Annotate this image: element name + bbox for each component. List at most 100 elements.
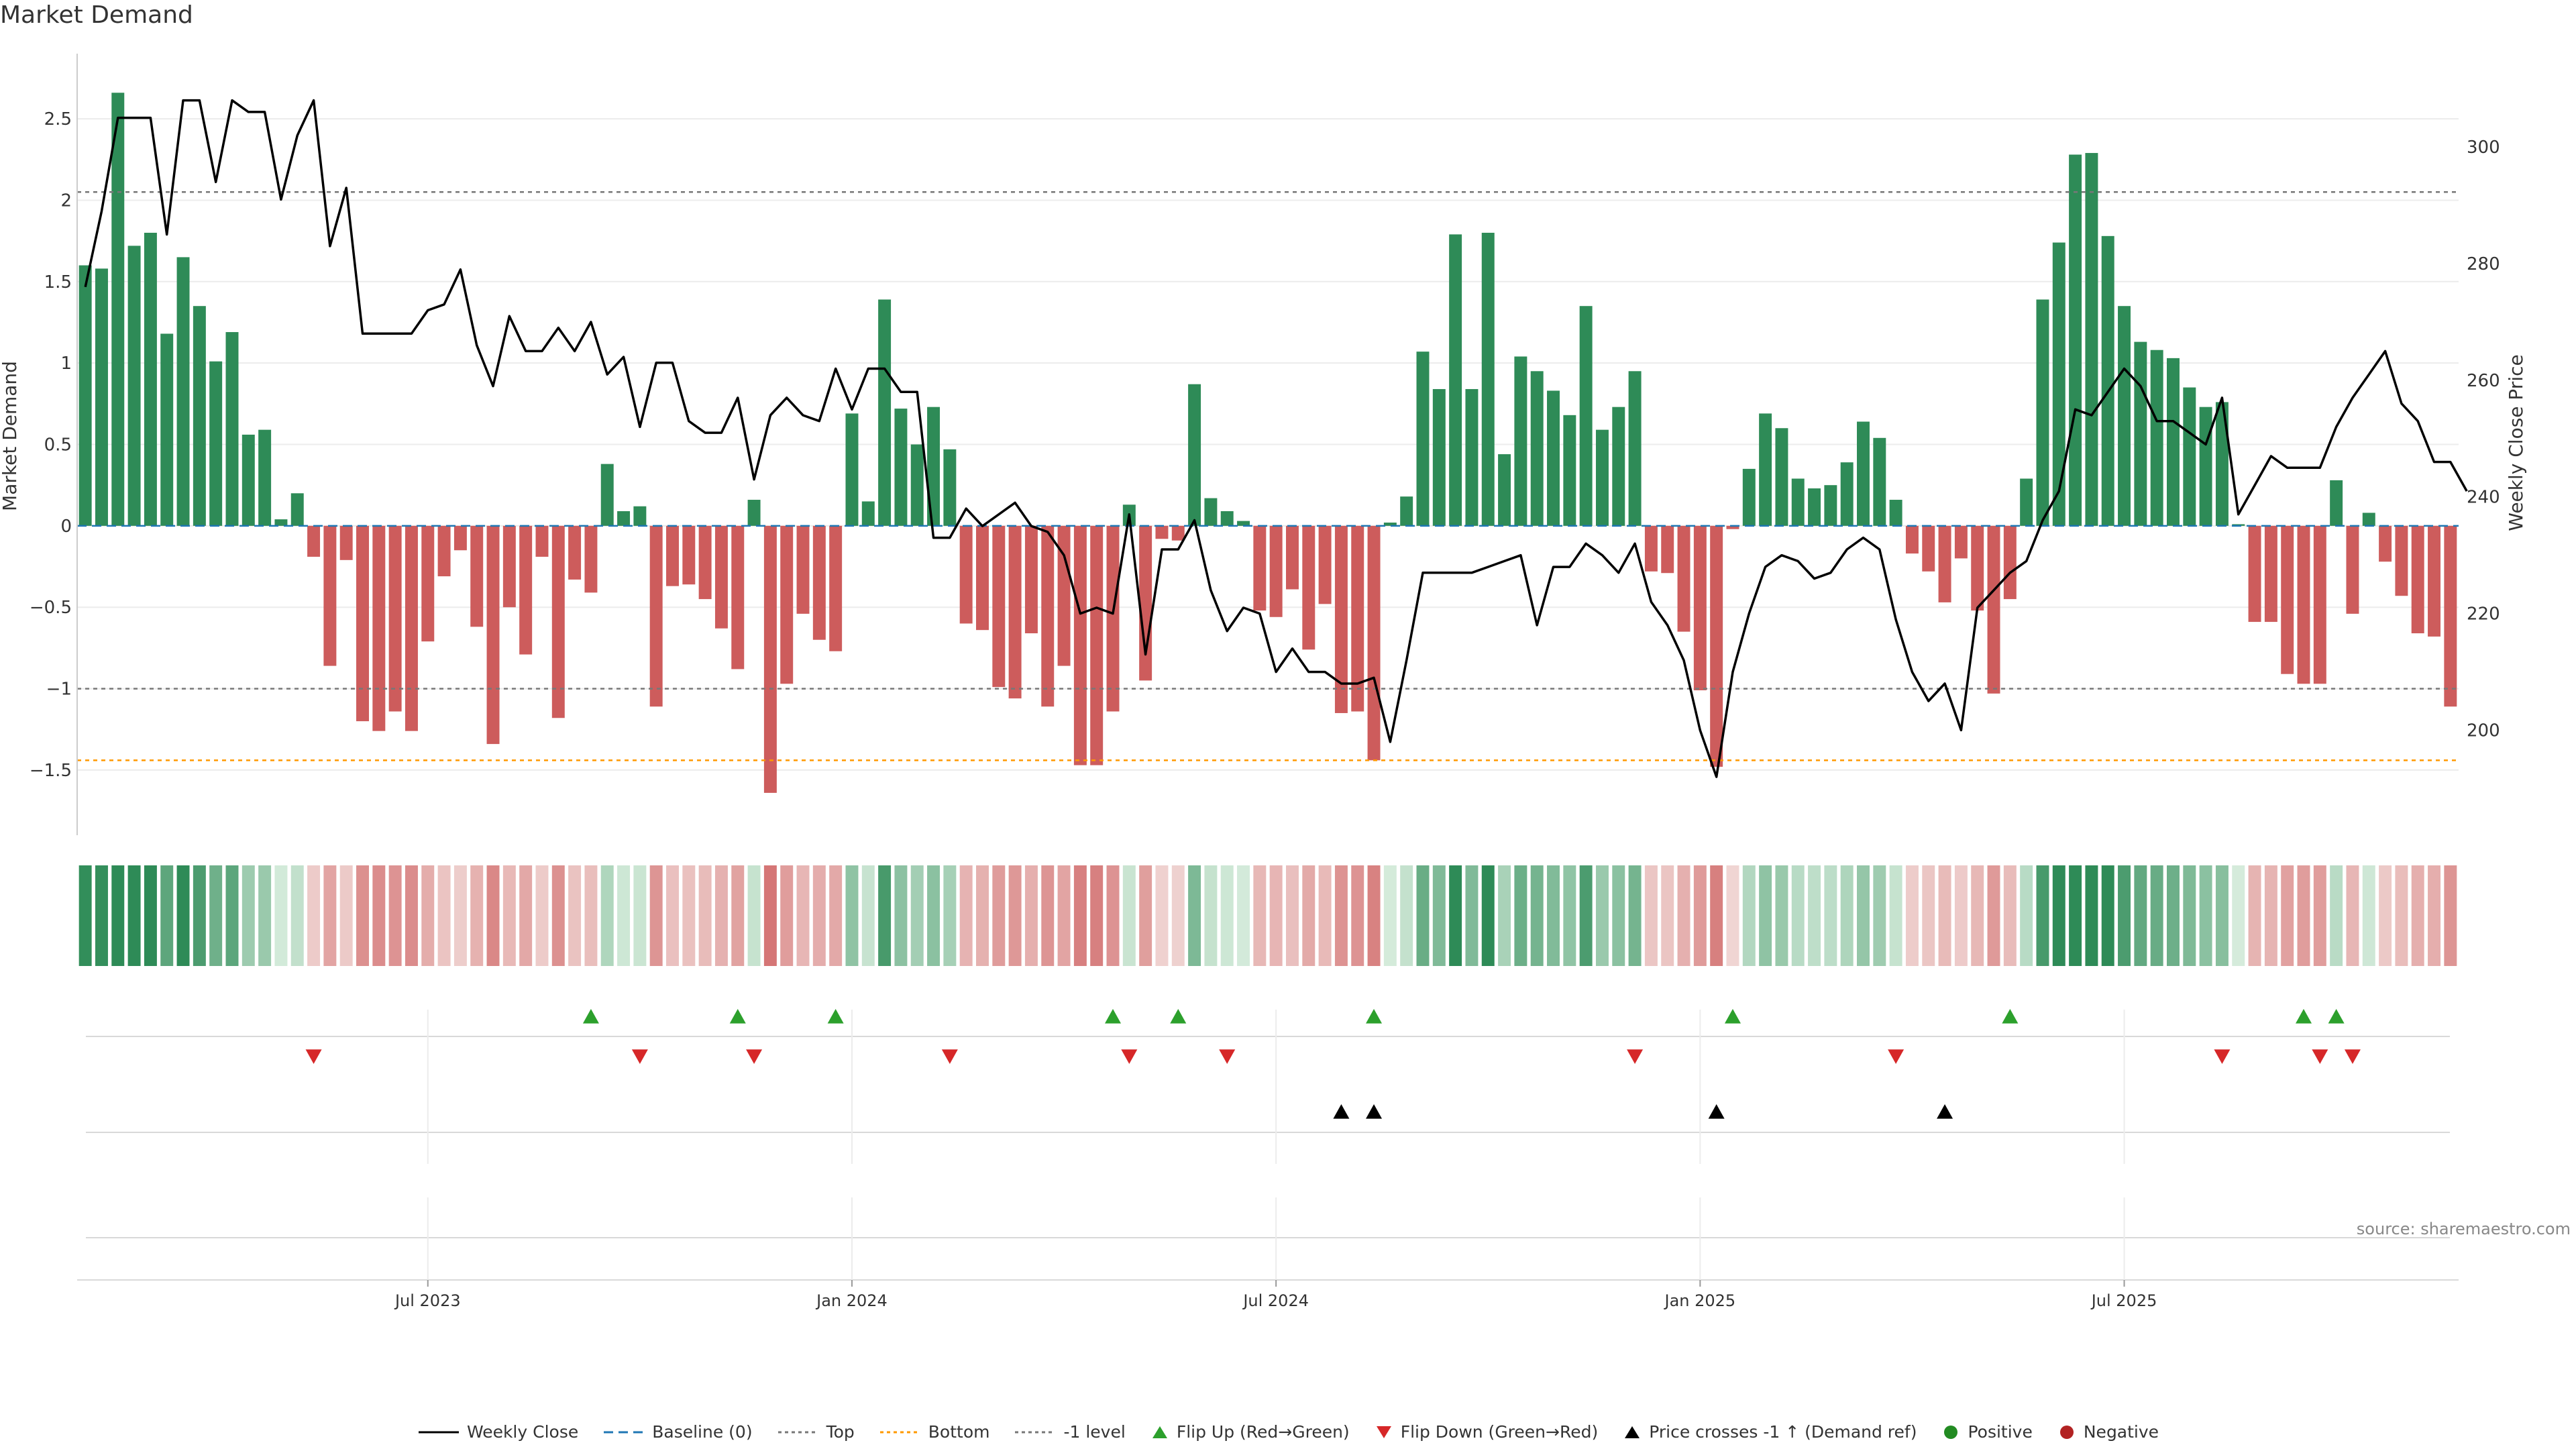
demand-bar-positive <box>209 361 223 526</box>
legend-item-negative: Negative <box>2057 1422 2159 1442</box>
heat-cell <box>1367 865 1381 966</box>
heat-cell <box>1432 865 1446 966</box>
demand-bar-positive <box>1791 478 1805 526</box>
demand-bar-negative <box>2297 525 2310 684</box>
demand-bar-negative <box>323 525 337 666</box>
legend-label: -1 level <box>1063 1422 1126 1442</box>
demand-bar-negative <box>1922 525 1935 572</box>
flip-up-marker <box>1724 1009 1741 1024</box>
demand-bar-negative <box>1954 525 1968 559</box>
heat-cell <box>1253 865 1267 966</box>
demand-bar-positive <box>1579 306 1593 526</box>
demand-bar-negative <box>780 525 794 684</box>
y2-axis-label: Weekly Close Price <box>2505 354 2527 531</box>
demand-bar-positive <box>1481 232 1495 526</box>
heat-cell <box>372 865 386 966</box>
y-tick-label: −0.5 <box>30 598 72 618</box>
demand-bar-positive <box>2215 402 2229 526</box>
demand-bar-negative <box>1710 525 1723 767</box>
y-tick-label: 0.5 <box>44 435 72 455</box>
heat-cell <box>2264 865 2277 966</box>
axes: 2.5 2 1.5 1 0.5 0 −0.5 −1 −1.5 300 280 260 240 220 200 <box>30 54 2500 835</box>
flip-up-marker <box>1366 1009 1383 1024</box>
heat-cell <box>714 865 728 966</box>
heat-cell <box>470 865 484 966</box>
demand-bar-positive <box>95 268 108 526</box>
demand-bar-positive <box>2199 407 2212 526</box>
heat-cell <box>1481 865 1495 966</box>
demand-bar-negative <box>486 525 500 745</box>
cross-minus1-marker <box>1937 1104 1953 1119</box>
demand-bar-negative <box>1726 525 1739 529</box>
heat-cell <box>1155 865 1169 966</box>
heat-cell <box>861 865 875 966</box>
heat-cell <box>2379 865 2392 966</box>
legend-swatch-cross <box>1625 1426 1640 1438</box>
heat-cell <box>1416 865 1430 966</box>
demand-bar-positive <box>2069 154 2082 526</box>
demand-bar-negative <box>959 525 973 624</box>
demand-bar-negative <box>2395 525 2408 596</box>
source-note: source: sharemaestro.com <box>2356 1220 2571 1238</box>
demand-bar-negative <box>714 525 728 629</box>
heat-cell <box>1661 865 1674 966</box>
heat-cell <box>1628 865 1642 966</box>
y2-tick-label: 240 <box>2467 488 2500 508</box>
demand-bar-positive <box>878 299 892 526</box>
heat-cell <box>209 865 223 966</box>
y-tick-label: 1.5 <box>44 272 72 292</box>
heat-cell <box>2232 865 2245 966</box>
flip-down-marker <box>2214 1049 2231 1064</box>
demand-bar-positive <box>1808 488 1821 526</box>
demand-bar-positive <box>910 444 924 526</box>
heat-cell <box>1351 865 1364 966</box>
flip-up-marker <box>729 1009 746 1024</box>
flip-down-marker <box>1888 1049 1904 1064</box>
legend-item-minus1: -1 level <box>1014 1422 1126 1442</box>
demand-bar-negative <box>2444 525 2457 707</box>
demand-bar-positive <box>861 501 875 526</box>
heat-cell <box>1041 865 1055 966</box>
heat-cell <box>845 865 859 966</box>
x-tick-label: Jul 2024 <box>1242 1291 1309 1310</box>
flip-up-marker <box>827 1009 844 1024</box>
heat-cell <box>927 865 941 966</box>
demand-bar-positive <box>258 429 272 526</box>
heat-cell <box>1938 865 1951 966</box>
heat-cell <box>1563 865 1576 966</box>
demand-bar-positive <box>2134 341 2147 526</box>
heat-cell <box>976 865 989 966</box>
heat-cell <box>1334 865 1348 966</box>
demand-bar-negative <box>1318 525 1332 604</box>
heat-cell <box>812 865 826 966</box>
flip-down-marker <box>1121 1049 1138 1064</box>
demand-bars <box>78 93 2457 793</box>
heat-cell <box>2411 865 2424 966</box>
heat-cell <box>1954 865 1968 966</box>
weekly-close-line <box>84 99 2468 778</box>
heat-cell <box>1840 865 1854 966</box>
y2-tick-label: 280 <box>2467 254 2500 274</box>
heat-cell <box>1269 865 1283 966</box>
demand-bar-negative <box>535 525 549 557</box>
heat-cell <box>258 865 272 966</box>
demand-bar-negative <box>1090 525 1104 765</box>
demand-bar-positive <box>927 407 941 526</box>
flip-down-marker <box>941 1049 958 1064</box>
legend-swatch-baseline <box>604 1431 645 1433</box>
demand-bar-positive <box>2362 513 2375 526</box>
heat-cell <box>421 865 435 966</box>
heat-cell <box>176 865 190 966</box>
demand-bar-negative <box>1661 525 1674 574</box>
demand-bar-positive <box>1432 388 1446 526</box>
flip-up-marker <box>2002 1009 2019 1024</box>
heat-cell <box>633 865 647 966</box>
demand-bar-negative <box>1351 525 1364 712</box>
heat-cell <box>2297 865 2310 966</box>
demand-bar-positive <box>1498 454 1511 526</box>
legend-label: Price crosses -1 ↑ (Demand ref) <box>1649 1422 1917 1442</box>
heat-cell <box>1400 865 1413 966</box>
legend-swatch-top <box>777 1431 818 1433</box>
cross-minus1-marker <box>1333 1104 1350 1119</box>
heat-cell <box>405 865 418 966</box>
